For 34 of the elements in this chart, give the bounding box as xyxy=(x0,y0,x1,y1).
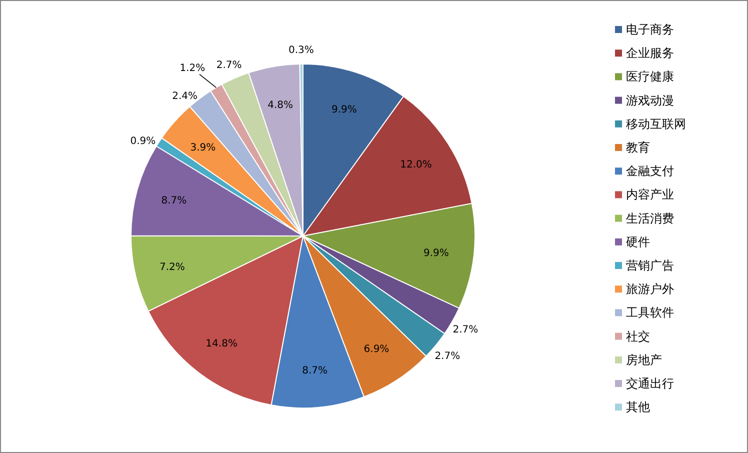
data-label: 9.9% xyxy=(331,104,357,116)
data-label: 2.4% xyxy=(172,91,198,102)
data-label: 2.7% xyxy=(216,60,242,72)
data-label: 3.9% xyxy=(190,142,216,154)
data-label: 2.7% xyxy=(434,350,460,362)
data-label: 9.9% xyxy=(423,248,449,260)
legend-label: 移动互联网 xyxy=(626,116,686,131)
legend-label: 交通出行 xyxy=(626,376,674,390)
data-label: 0.3% xyxy=(288,45,314,56)
data-label: 12.0% xyxy=(400,160,432,171)
data-label: 0.9% xyxy=(130,136,156,147)
legend-label: 游戏动漫 xyxy=(626,93,674,108)
legend-label: 生活消费 xyxy=(626,211,674,226)
legend-label: 社交 xyxy=(626,329,650,344)
data-label: 8.7% xyxy=(161,195,187,206)
legend-label: 金融支付 xyxy=(626,164,674,178)
data-label: 6.9% xyxy=(364,344,390,356)
legend-label: 工具软件 xyxy=(626,306,674,320)
data-label: 1.2% xyxy=(180,62,206,74)
data-label: 14.8% xyxy=(206,338,238,350)
legend-label: 房地产 xyxy=(626,352,662,367)
legend-label: 内容产业 xyxy=(626,188,674,202)
legend-label: 旅游户外 xyxy=(626,282,674,296)
legend-label: 其他 xyxy=(626,400,650,414)
legend-label: 医疗健康 xyxy=(626,70,674,84)
data-label: 2.7% xyxy=(452,324,478,336)
data-label: 7.2% xyxy=(160,262,185,273)
legend-label: 硬件 xyxy=(626,234,650,249)
legend-label: 营销广告 xyxy=(626,258,674,272)
legend-label: 教育 xyxy=(626,140,650,154)
legend-label: 企业服务 xyxy=(626,46,674,60)
data-label: 4.8% xyxy=(268,100,293,111)
data-label: 8.7% xyxy=(302,366,328,377)
legend-label: 电子商务 xyxy=(626,22,674,36)
